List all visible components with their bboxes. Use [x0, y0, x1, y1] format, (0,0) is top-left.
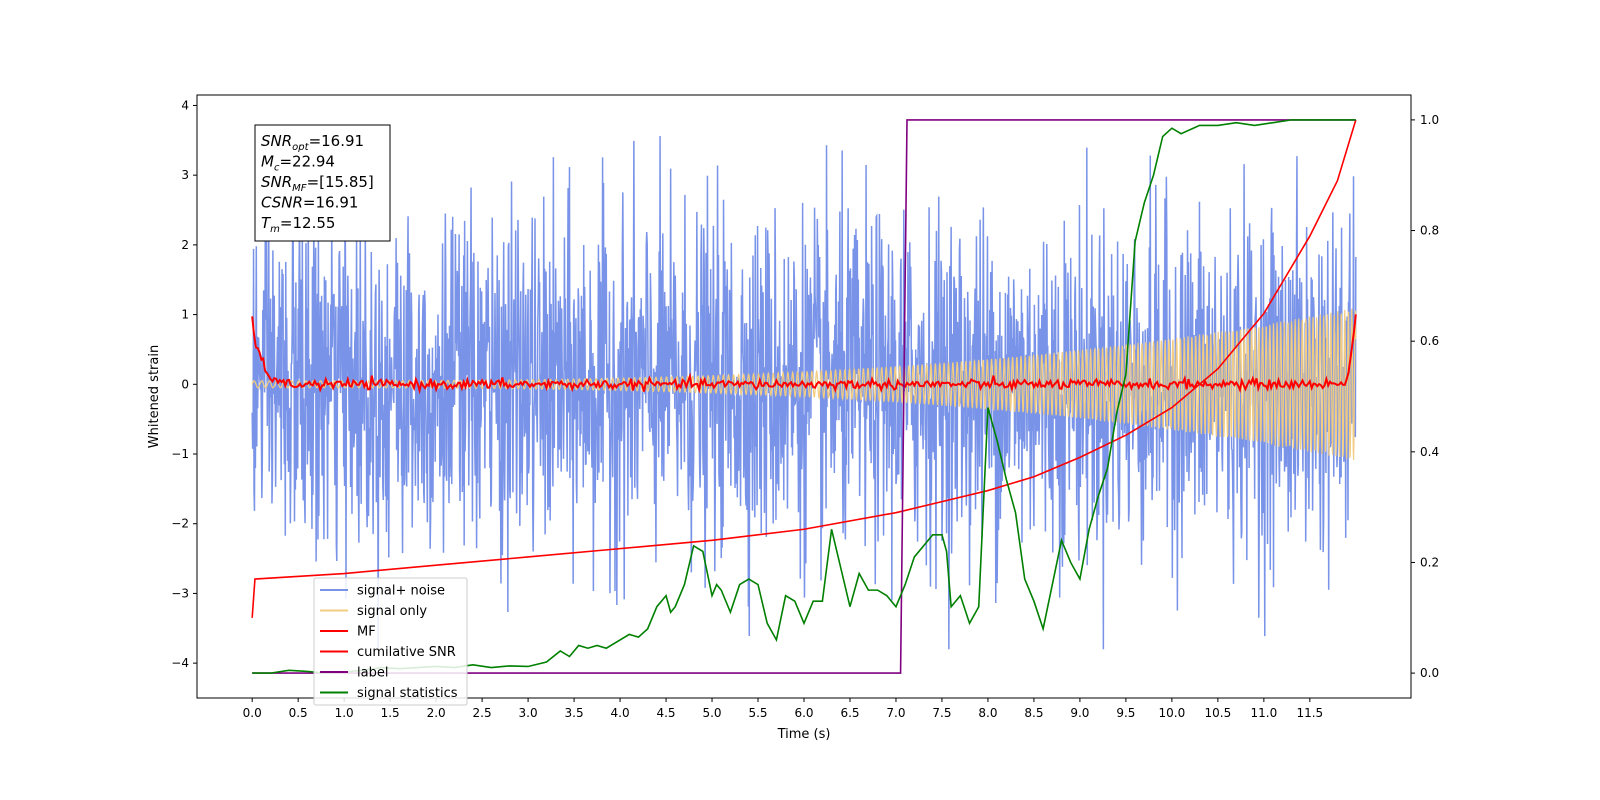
y-axis-label: Whitened strain	[147, 345, 162, 448]
legend: signal+ noise signal only MF cumilative SNR…	[313, 577, 468, 706]
y2-tick-label: 0.8	[1420, 224, 1439, 238]
y-axis-right: 1.0 0.8 0.6 0.4 0.2 0.0	[1411, 113, 1439, 680]
x-tick-label: 2.5	[473, 706, 492, 720]
x-axis-label: Time (s)	[777, 727, 831, 742]
x-tick-label: 4.0	[611, 706, 630, 720]
y-tick-label: −4	[171, 656, 189, 670]
x-tick-label: 2.0	[427, 706, 446, 720]
annotation-line: SNRopt=16.91	[261, 132, 364, 153]
y2-tick-label: 0.4	[1420, 445, 1439, 459]
y-tick-label: 2	[181, 238, 189, 252]
x-tick-label: 11.0	[1250, 706, 1277, 720]
y2-tick-label: 0.6	[1420, 334, 1439, 348]
series-mf	[251, 314, 1357, 395]
x-tick-label: 10.0	[1159, 706, 1186, 720]
legend-label: signal only	[357, 604, 427, 619]
x-tick-label: 4.5	[656, 706, 675, 720]
x-tick-label: 5.0	[702, 706, 721, 720]
legend-label: label	[357, 666, 388, 681]
legend-label: signal+ noise	[357, 584, 445, 599]
annotation-box: SNRopt=16.91Mc=22.94SNRMF=[15.85]CSNR=16…	[254, 124, 391, 242]
x-tick-label: 5.5	[748, 706, 767, 720]
x-tick-label: 6.0	[794, 706, 813, 720]
y-tick-label: −3	[171, 586, 189, 600]
y2-tick-label: 0.2	[1420, 555, 1439, 569]
y-tick-label: 1	[181, 308, 189, 322]
legend-label: MF	[357, 625, 376, 640]
x-tick-label: 10.5	[1205, 706, 1232, 720]
x-tick-label: 1.0	[335, 706, 354, 720]
x-tick-label: 7.0	[886, 706, 905, 720]
y-tick-label: 0	[181, 377, 189, 391]
y2-tick-label: 0.0	[1420, 666, 1439, 680]
x-tick-label: 8.0	[978, 706, 997, 720]
annotation-line: CSNR=16.91	[261, 194, 358, 212]
x-axis: 0.0 0.5 1.0 1.5 2.0 2.5 3.0 3.5 4.0 4.5 5.0 5.5 6.0 6…	[243, 698, 1323, 720]
x-tick-label: 9.0	[1070, 706, 1089, 720]
y2-tick-label: 1.0	[1420, 113, 1439, 127]
annotation-line: SNRMF=[15.85]	[261, 173, 374, 194]
x-tick-label: 3.5	[565, 706, 584, 720]
series-signal-statistics	[252, 119, 1356, 674]
x-tick-label: 7.5	[932, 706, 951, 720]
y-tick-label: 4	[181, 98, 189, 112]
y-tick-label: 3	[181, 168, 189, 182]
x-tick-label: 0.0	[243, 706, 262, 720]
y-tick-label: −2	[171, 517, 189, 531]
x-tick-label: 9.5	[1116, 706, 1135, 720]
legend-label: signal statistics	[357, 686, 458, 701]
series-layer	[251, 119, 1357, 674]
series-label	[252, 119, 1356, 674]
annotation-line: Tm=12.55	[261, 214, 335, 235]
x-tick-label: 1.5	[381, 706, 400, 720]
x-tick-label: 3.0	[519, 706, 538, 720]
series-cumilative-snr	[251, 119, 1357, 618]
legend-frame	[313, 577, 468, 706]
x-tick-label: 11.5	[1296, 706, 1323, 720]
x-tick-label: 8.5	[1024, 706, 1043, 720]
y-tick-label: −1	[171, 447, 189, 461]
x-tick-label: 0.5	[289, 706, 308, 720]
annotation-frame	[254, 124, 391, 242]
y-axis-left: 4 3 2 1 0 −1 −2 −3 −4	[171, 98, 197, 670]
x-tick-label: 6.5	[840, 706, 859, 720]
annotation-line: Mc=22.94	[261, 153, 335, 174]
legend-label: cumilative SNR	[357, 645, 456, 660]
